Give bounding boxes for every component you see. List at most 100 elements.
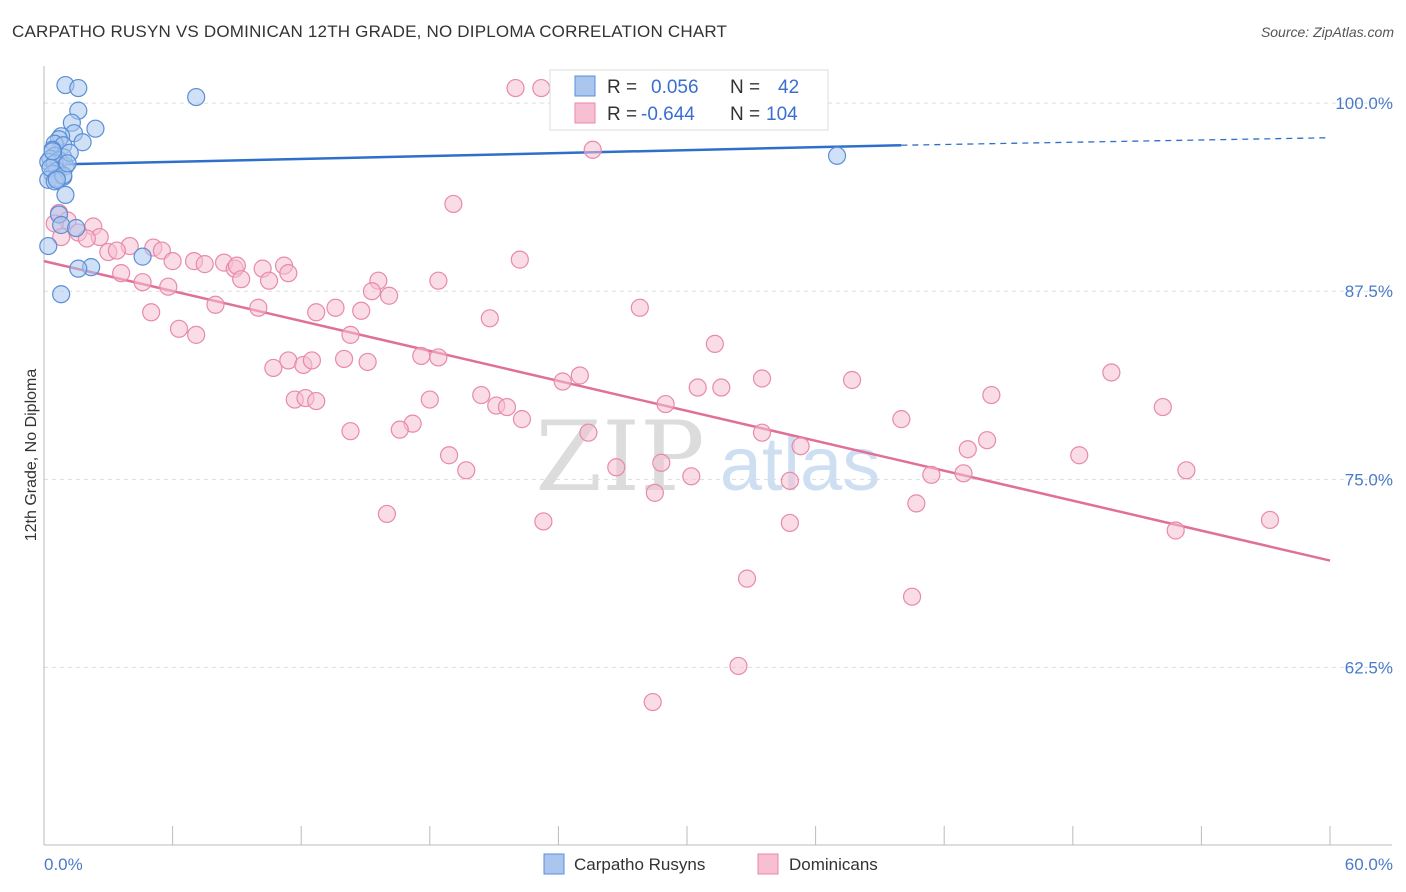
dominican-point-85 xyxy=(607,458,626,477)
carpatho-point-26 xyxy=(52,215,71,235)
dominican-point-46 xyxy=(341,325,360,344)
tick-labels: 62.5% 75.0% 87.5% 100.0% 0.0% 60.0% xyxy=(44,94,1393,874)
dominican-point-44 xyxy=(169,319,189,338)
dominican-point-87 xyxy=(457,461,476,480)
carpatho-point-9 xyxy=(73,133,92,152)
dominican-point-77 xyxy=(579,423,598,442)
dominican-point-95 xyxy=(377,504,397,524)
y-tick-label-2: 87.5% xyxy=(1345,282,1393,301)
dominican-point-25 xyxy=(279,264,298,283)
dominican-point-61 xyxy=(842,370,862,390)
dominican-point-58 xyxy=(688,378,707,397)
x-tick-label-min: 0.0% xyxy=(44,855,83,874)
dominican-point-55 xyxy=(429,348,448,367)
dominican-point-40 xyxy=(206,295,225,314)
legend-r-label-2: R = xyxy=(607,104,637,125)
dominican-point-27 xyxy=(133,273,152,292)
dominican-point-80 xyxy=(892,410,911,429)
dominican-point-34 xyxy=(362,282,382,301)
dominican-point-1 xyxy=(532,78,551,98)
dominican-point-79 xyxy=(791,437,810,456)
trend-line-dominicans xyxy=(43,259,1331,562)
dominican-point-0 xyxy=(506,78,525,98)
dominican-point-82 xyxy=(958,440,977,459)
y-tick-label-0: 62.5% xyxy=(1345,658,1393,677)
dominican-point-89 xyxy=(954,464,973,483)
dominican-point-96 xyxy=(534,512,553,531)
dominican-point-97 xyxy=(780,513,799,533)
dominican-point-33 xyxy=(510,250,529,269)
dominican-point-103 xyxy=(643,692,662,712)
dominican-point-48 xyxy=(412,346,431,366)
legend-r-value-1: 0.056 xyxy=(651,77,699,98)
legend-box xyxy=(549,69,829,131)
carpatho-point-24 xyxy=(56,185,75,205)
dominican-point-36 xyxy=(326,298,345,317)
legend-n-value-1: 42 xyxy=(778,77,799,98)
carpatho-point-32 xyxy=(39,236,58,256)
dominican-point-83 xyxy=(1070,446,1089,465)
dominican-point-74 xyxy=(390,420,409,439)
bottom-legend-swatch-dominicans xyxy=(757,853,779,875)
dominican-point-62 xyxy=(1102,363,1121,382)
dominican-point-84 xyxy=(652,453,671,472)
legend-swatch-pink xyxy=(574,102,596,124)
dominican-point-88 xyxy=(922,465,941,484)
source-label: Source: ZipAtlas.com xyxy=(1260,24,1394,40)
dominican-point-28 xyxy=(159,277,178,296)
dominican-point-43 xyxy=(630,298,649,317)
legend-n-label-1: N = xyxy=(730,77,760,98)
y-tick-label-1: 75.0% xyxy=(1345,470,1393,489)
carpatho-point-2 xyxy=(187,87,206,107)
dominican-point-45 xyxy=(187,325,206,344)
dominican-point-14 xyxy=(107,241,126,260)
dominican-point-17 xyxy=(163,252,182,271)
legend-r-value-2: -0.644 xyxy=(641,104,695,125)
x-tick-label-max: 60.0% xyxy=(1345,855,1393,874)
dominican-point-99 xyxy=(1260,510,1280,530)
dominican-point-90 xyxy=(1177,461,1196,480)
dominican-point-71 xyxy=(982,385,1001,405)
dominican-point-50 xyxy=(279,351,298,370)
dominican-point-53 xyxy=(334,349,354,369)
dominican-point-41 xyxy=(249,298,268,317)
dominican-point-69 xyxy=(420,390,439,409)
dominican-point-37 xyxy=(307,303,326,322)
bottom-legend-label-dominicans: Dominicans xyxy=(789,855,878,874)
dominican-point-38 xyxy=(352,301,371,320)
gridlines xyxy=(44,102,1392,668)
carpatho-point-27 xyxy=(67,218,86,238)
dominican-point-47 xyxy=(705,334,724,353)
dominican-point-101 xyxy=(902,587,922,606)
dominican-point-26 xyxy=(112,264,131,283)
legend-r-label-1: R = xyxy=(607,77,637,98)
dominican-point-59 xyxy=(712,378,731,397)
dominican-point-54 xyxy=(358,352,377,372)
bottom-legend-label-carpatho: Carpatho Rusyns xyxy=(574,855,705,874)
dominican-point-72 xyxy=(1153,397,1172,417)
trend-line-carpatho-extension xyxy=(901,137,1331,146)
dominican-point-35 xyxy=(379,286,399,305)
watermark: ZIP atlas xyxy=(535,401,880,513)
dominican-point-68 xyxy=(307,391,326,411)
dominican-point-52 xyxy=(302,351,322,370)
watermark-zip: ZIP xyxy=(535,401,704,513)
dominican-point-76 xyxy=(341,422,360,441)
trend-line-carpatho xyxy=(43,143,902,167)
dominican-point-102 xyxy=(729,656,748,676)
dominican-point-94 xyxy=(907,494,926,513)
carpatho-point-33 xyxy=(827,146,847,165)
dominican-point-75 xyxy=(512,410,532,429)
dominican-point-98 xyxy=(1166,521,1185,540)
bottom-legend-swatch-carpatho xyxy=(543,853,565,875)
watermark-atlas: atlas xyxy=(720,422,881,507)
dominican-point-39 xyxy=(142,303,161,322)
dominican-point-93 xyxy=(645,483,664,502)
dominican-point-86 xyxy=(439,446,459,465)
carpatho-point-40 xyxy=(58,154,77,173)
legend-n-value-2: 104 xyxy=(766,104,798,125)
dominican-point-65 xyxy=(497,397,517,417)
y-axis-label: 12th Grade, No Diploma xyxy=(23,369,40,542)
carpatho-point-28 xyxy=(133,247,152,266)
